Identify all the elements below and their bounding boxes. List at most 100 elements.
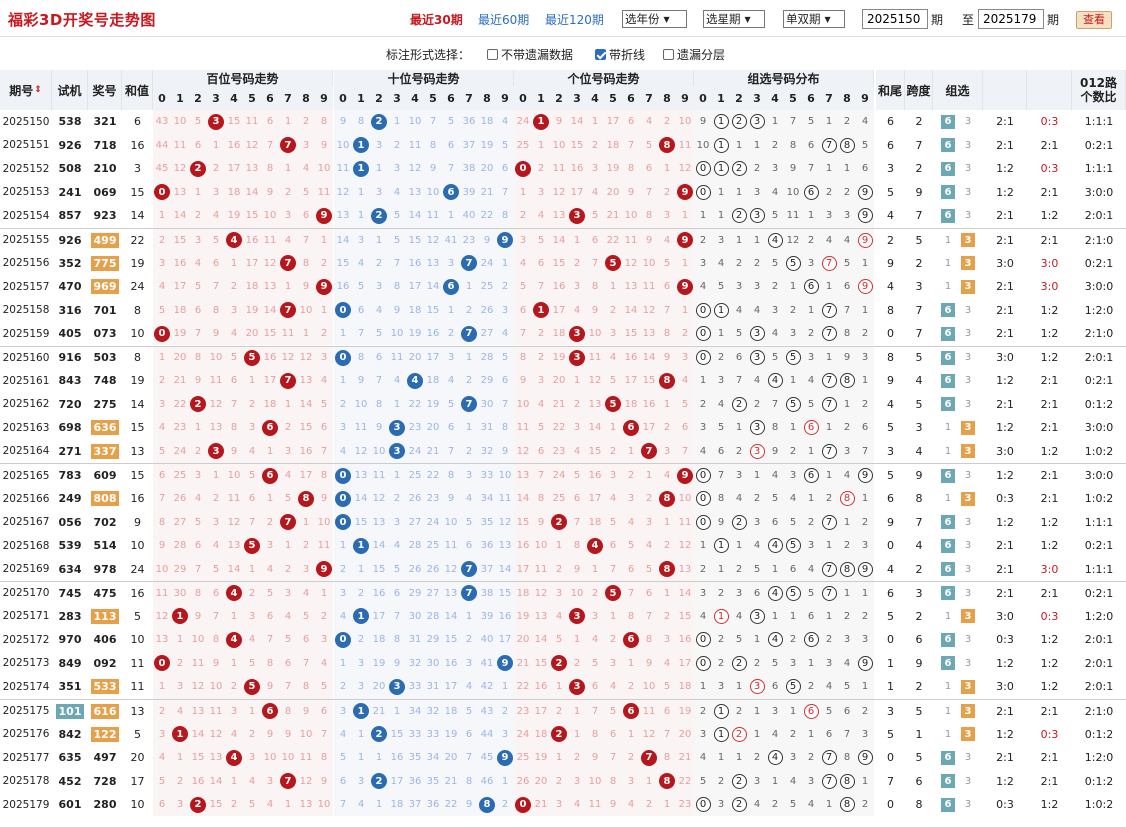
trend-cell: 6 xyxy=(261,464,279,487)
week-select[interactable]: 选星期 ▼ xyxy=(703,10,765,28)
trend-cell: 0 xyxy=(334,487,352,511)
trend-cell: 6 xyxy=(243,487,261,511)
year-select[interactable]: 选年份 ▼ xyxy=(622,10,687,28)
trend-cell: 4 xyxy=(370,298,388,322)
trend-cell: 4 xyxy=(640,110,658,134)
to-period-input[interactable] xyxy=(978,9,1044,29)
checkbox-checked-icon[interactable] xyxy=(595,49,606,60)
miss-count: 4 xyxy=(573,304,581,316)
chevron-down-icon: ▼ xyxy=(663,14,670,24)
trend-zone-h xyxy=(153,204,333,228)
big-small-ratio: 1:2 xyxy=(1040,680,1059,694)
option-no-miss[interactable]: 不带遗漏数据 xyxy=(487,46,573,63)
trend-cell: 4 xyxy=(766,181,784,205)
trend-cell: 2 xyxy=(243,393,261,417)
period-cell: 2025164 xyxy=(2,445,50,458)
checkbox-icon[interactable] xyxy=(663,49,674,60)
miss-count: 26 xyxy=(516,775,530,787)
miss-count: 8 xyxy=(357,352,365,364)
miss-count: 23 xyxy=(408,422,422,434)
option-miss-layer[interactable]: 遗漏分层 xyxy=(663,46,725,63)
miss-count: 8 xyxy=(645,210,653,222)
trend-cell: 4 xyxy=(406,369,424,393)
trend-cell: 8 xyxy=(352,110,370,134)
miss-count: 3 xyxy=(194,234,202,246)
range-link-60[interactable]: 最近60期 xyxy=(478,13,530,27)
miss-count: 30 xyxy=(173,587,187,599)
trend-cell: 25 xyxy=(478,275,496,299)
trend-cell: 5 xyxy=(784,534,802,558)
miss-count: 24 xyxy=(552,470,566,481)
trend-cell: 1 xyxy=(820,275,838,299)
trend-cell: 3 xyxy=(279,440,297,464)
miss-count: 15 xyxy=(408,234,422,246)
miss-count: 5 xyxy=(627,540,635,552)
miss-count: 3 xyxy=(681,352,689,364)
trend-cell: 4 xyxy=(568,298,586,322)
trend-cell: 9 xyxy=(315,134,333,158)
tail-value: 6 xyxy=(887,115,894,129)
miss-count: 3 xyxy=(158,257,166,269)
range-link-30[interactable]: 最近30期 xyxy=(410,13,463,27)
miss-count: 14 xyxy=(263,304,277,316)
trend-zone-u xyxy=(514,251,694,275)
table-header-row: 期号 ⇕ 试机 奖号 和值 百位号码走势 十位号码走势 个位号码走势 组选号码分布 和尾 跨度 组选 0… xyxy=(0,70,1126,110)
miss-count: 2 xyxy=(807,234,815,246)
sort-icon[interactable]: ⇕ xyxy=(34,85,42,95)
miss-count: 11 xyxy=(642,281,656,293)
miss-count: 2 xyxy=(609,634,617,646)
miss-count: 15 xyxy=(354,516,368,528)
trend-cell: 16 xyxy=(189,769,207,793)
range-link-120[interactable]: 最近120期 xyxy=(545,13,604,27)
trend-zone-t xyxy=(334,628,514,652)
miss-count: 15 xyxy=(191,752,205,764)
from-period-input[interactable] xyxy=(862,9,928,29)
miss-count: 1 xyxy=(825,799,833,811)
miss-count: 9 xyxy=(339,116,347,128)
miss-count: 4 xyxy=(663,234,671,246)
drawn-digit-ball: 8 xyxy=(298,490,314,507)
miss-count: 13 xyxy=(444,587,458,599)
miss-count: 4 xyxy=(753,799,761,811)
drawn-digit-ball: 8 xyxy=(659,372,675,389)
trend-cell: 9 xyxy=(568,557,586,581)
miss-count: 19 xyxy=(480,139,494,151)
drawn-digit-ball: 7 xyxy=(280,302,296,319)
trend-cell: 3 xyxy=(748,416,766,440)
group1-tag: 1 xyxy=(944,728,952,740)
prize-number: 616 xyxy=(88,700,122,723)
miss-count: 16 xyxy=(173,257,187,269)
trend-cell: 1 xyxy=(334,322,352,346)
header-digit: 2 xyxy=(370,86,388,110)
prize-number: 113 xyxy=(88,605,122,629)
trend-cell: 15 xyxy=(243,204,261,228)
trend-cell: 4 xyxy=(334,440,352,464)
miss-count: 16 xyxy=(227,139,241,151)
group1-tag: 1 xyxy=(944,705,952,717)
query-button[interactable]: 查看 xyxy=(1076,11,1112,29)
trend-cell: 7 xyxy=(856,440,874,464)
parity-select[interactable]: 单双期 ▼ xyxy=(783,10,845,28)
trend-cell: 2 xyxy=(207,487,225,511)
option-polyline[interactable]: 带折线 xyxy=(595,46,645,63)
miss-count: 1 xyxy=(717,563,725,575)
trend-cell: 3 xyxy=(694,416,712,440)
trend-cell: 21 xyxy=(604,204,622,228)
trend-cell: 4 xyxy=(802,557,820,581)
miss-count: 1 xyxy=(663,398,671,410)
trend-cell: 2 xyxy=(856,510,874,534)
drawn-digit-ball: 3 xyxy=(569,678,585,695)
checkbox-icon[interactable] xyxy=(487,49,498,60)
miss-count: 7 xyxy=(393,610,401,622)
trend-cell: 3 xyxy=(766,700,784,723)
miss-count: 21 xyxy=(516,657,530,669)
trend-cell: 5 xyxy=(442,110,460,134)
group-digit-ring: 7 xyxy=(821,255,837,271)
trend-cell: 2 xyxy=(261,510,279,534)
trend-cell: 1 xyxy=(261,440,279,464)
trend-cell: 31 xyxy=(478,416,496,440)
miss-count: 25 xyxy=(173,470,187,481)
miss-count: 8 xyxy=(717,493,725,505)
big-small-ratio: 3:0 xyxy=(1040,562,1059,576)
trend-cell: 9 xyxy=(586,298,604,322)
